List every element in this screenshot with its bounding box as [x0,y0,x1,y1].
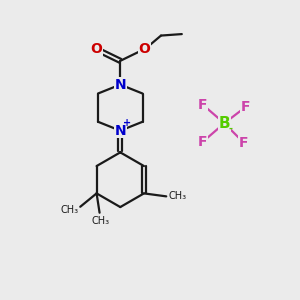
Text: -: - [229,124,233,134]
Text: N: N [115,124,126,138]
Text: O: O [139,42,151,56]
Text: F: F [198,98,208,112]
Text: +: + [123,118,131,128]
Text: O: O [90,42,102,56]
Text: F: F [241,100,250,114]
Text: CH₃: CH₃ [92,216,110,226]
Text: B: B [218,116,230,131]
Text: CH₃: CH₃ [61,205,79,215]
Text: F: F [198,135,208,149]
Text: N: N [115,78,126,92]
Text: F: F [239,136,248,150]
Text: CH₃: CH₃ [169,191,187,201]
